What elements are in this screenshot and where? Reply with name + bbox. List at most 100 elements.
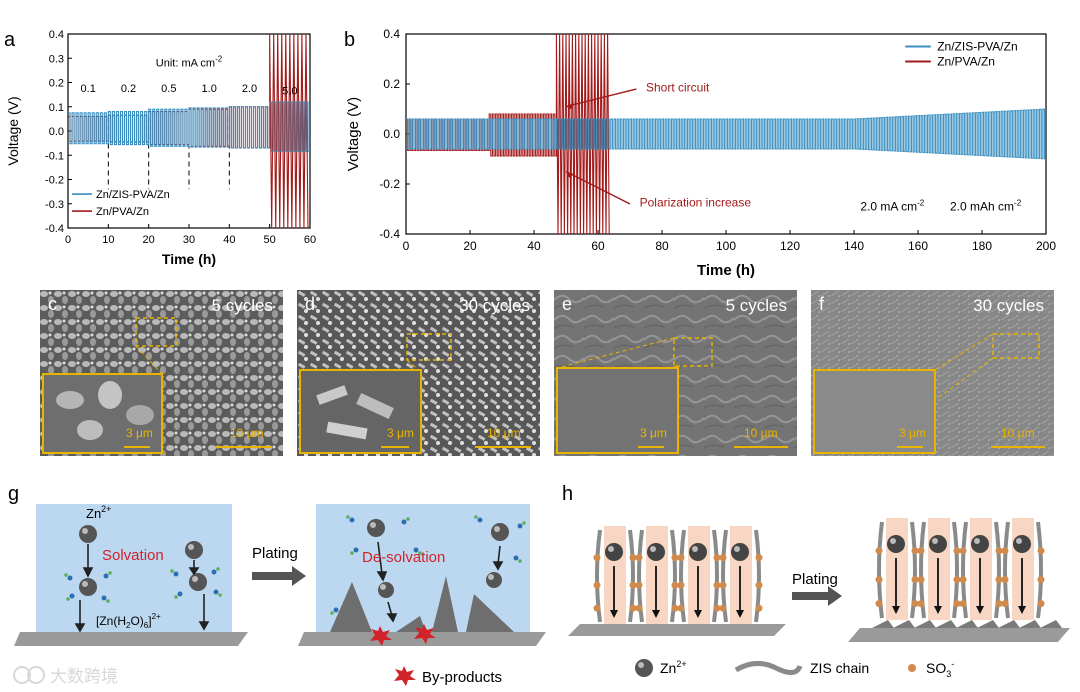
chart-a: a 0.4 0.3 0.2 0.1 0.0 -0.1 -0.2 -0.3 -0.40 10 20 30… <box>4 29 316 267</box>
y-tick-label-a: -0.1 <box>45 150 64 162</box>
so3-group <box>995 576 1003 584</box>
so3-group <box>995 547 1003 555</box>
so3-group <box>953 600 961 608</box>
so3-group <box>911 547 919 555</box>
so3-group <box>671 554 679 562</box>
zn-deposit-flake <box>1019 620 1041 628</box>
zis-channel <box>886 518 908 620</box>
zis-chain <box>877 521 884 619</box>
so3-group <box>629 604 637 612</box>
x-tick-label-b: 60 <box>591 239 605 253</box>
zis-chain <box>754 529 761 623</box>
x-axis-label-a: Time (h) <box>162 251 216 267</box>
zis-chain <box>637 529 644 623</box>
so3-group <box>755 604 763 612</box>
zis-chain <box>961 521 968 619</box>
zis-channel <box>688 526 710 624</box>
unit-label-a: Unit: mA cm-2 <box>156 55 223 70</box>
annotation-short-circuit: Short circuit <box>646 81 710 95</box>
x-tick-label-b: 140 <box>844 239 864 253</box>
y-tick-label-a: 0.0 <box>49 126 64 138</box>
condition-current-b: 2.0 mA cm-2 <box>860 198 924 213</box>
so3-group <box>593 554 601 562</box>
so3-group <box>629 554 637 562</box>
so3-group <box>959 547 967 555</box>
zis-chain <box>919 521 926 619</box>
series-line-zis-a <box>68 101 310 152</box>
x-tick-label-b: 20 <box>463 239 477 253</box>
y-tick-label-b: 0.2 <box>383 77 400 91</box>
zn-deposit-flake <box>977 620 999 628</box>
scalebar-small-d: 3 μm <box>387 426 414 440</box>
zis-chain <box>679 529 686 623</box>
so3-group <box>635 554 643 562</box>
zn-deposit-flake <box>998 620 1020 628</box>
zn-ion <box>887 535 905 553</box>
so3-group <box>875 600 883 608</box>
scalebar-big-e: 10 μm <box>744 426 778 440</box>
cycles-label-c: 5 cycles <box>211 296 273 315</box>
so3-group <box>677 581 685 589</box>
so3-group <box>917 600 925 608</box>
so3-group <box>911 576 919 584</box>
y-tick-label-a: -0.4 <box>45 223 64 235</box>
y-axis-label-a: Voltage (V) <box>5 96 21 165</box>
scalebar-small-c: 3 μm <box>126 426 153 440</box>
panel-letter-d: d <box>305 294 316 314</box>
plating-path-arrowhead <box>976 606 984 614</box>
svg-text:SO3-: SO3- <box>926 659 954 679</box>
panel-letter-f: f <box>819 294 825 314</box>
x-tick-label-b: 120 <box>780 239 800 253</box>
x-tick-label-a: 40 <box>223 234 235 246</box>
so3-group <box>995 600 1003 608</box>
zn-ion-highlight <box>1016 538 1022 544</box>
zis-chain <box>910 521 917 619</box>
y-tick-label-a: -0.2 <box>45 175 64 187</box>
zn-ion-balls-right <box>367 519 509 598</box>
zn-ion-ball <box>79 525 207 596</box>
x-tick-label-a: 50 <box>264 234 276 246</box>
zn-ion-highlight <box>974 538 980 544</box>
zis-chain <box>1003 521 1010 619</box>
rate-label-a: 0.2 <box>121 83 136 95</box>
zn-deposit-flake <box>893 620 915 628</box>
plating-label-g: Plating <box>252 545 298 562</box>
panel-letter-e: e <box>562 294 573 314</box>
cycles-label-f: 30 cycles <box>973 296 1044 315</box>
x-axis-label-b: Time (h) <box>697 262 755 279</box>
schematic-h: h Plating Zn2+ ZIS chain SO3- <box>562 483 1070 679</box>
so3-group <box>911 600 919 608</box>
cycles-label-e: 5 cycles <box>725 296 787 315</box>
sem-image-d: d 30 cycles 3 μm 10 μm <box>297 290 540 456</box>
by-product-stars <box>370 624 436 686</box>
so3-group <box>917 547 925 555</box>
annotation-arrow-short <box>565 88 637 108</box>
x-tick-label-a: 60 <box>304 234 316 246</box>
so3-group <box>875 576 883 584</box>
annotation-arrowhead-polar <box>566 171 574 178</box>
so3-group <box>1037 576 1045 584</box>
zis-channel <box>646 526 668 624</box>
panel-letter-b: b <box>344 29 355 51</box>
x-tick-label-b: 100 <box>716 239 736 253</box>
schematic-g: g Zn2+ Solvation [Zn(H2O)6]2+ Plating <box>8 483 546 686</box>
zn-ion-highlight <box>890 538 896 544</box>
x-tick-label-a: 10 <box>102 234 114 246</box>
zn-deposit-flake <box>956 620 978 628</box>
zn-deposit-flake <box>914 620 936 628</box>
so3-group <box>953 547 961 555</box>
zn-electrode-right <box>298 632 546 646</box>
plating-path-arrowhead <box>736 610 744 618</box>
zis-channel <box>928 518 950 620</box>
rate-label-a: 2.0 <box>242 83 257 95</box>
zn-deposit-flake <box>872 620 894 628</box>
water-molecules-left <box>67 569 219 601</box>
plating-label-h: Plating <box>792 571 838 588</box>
zn-substrate-left <box>568 624 786 636</box>
panel-letter-h: h <box>562 483 573 505</box>
zn-ion <box>605 543 623 561</box>
solvation-label: Solvation <box>102 547 164 564</box>
plating-arrow-h <box>792 586 842 606</box>
rate-label-a: 0.1 <box>81 83 96 95</box>
rate-label-a: 5.0 <box>282 86 297 98</box>
